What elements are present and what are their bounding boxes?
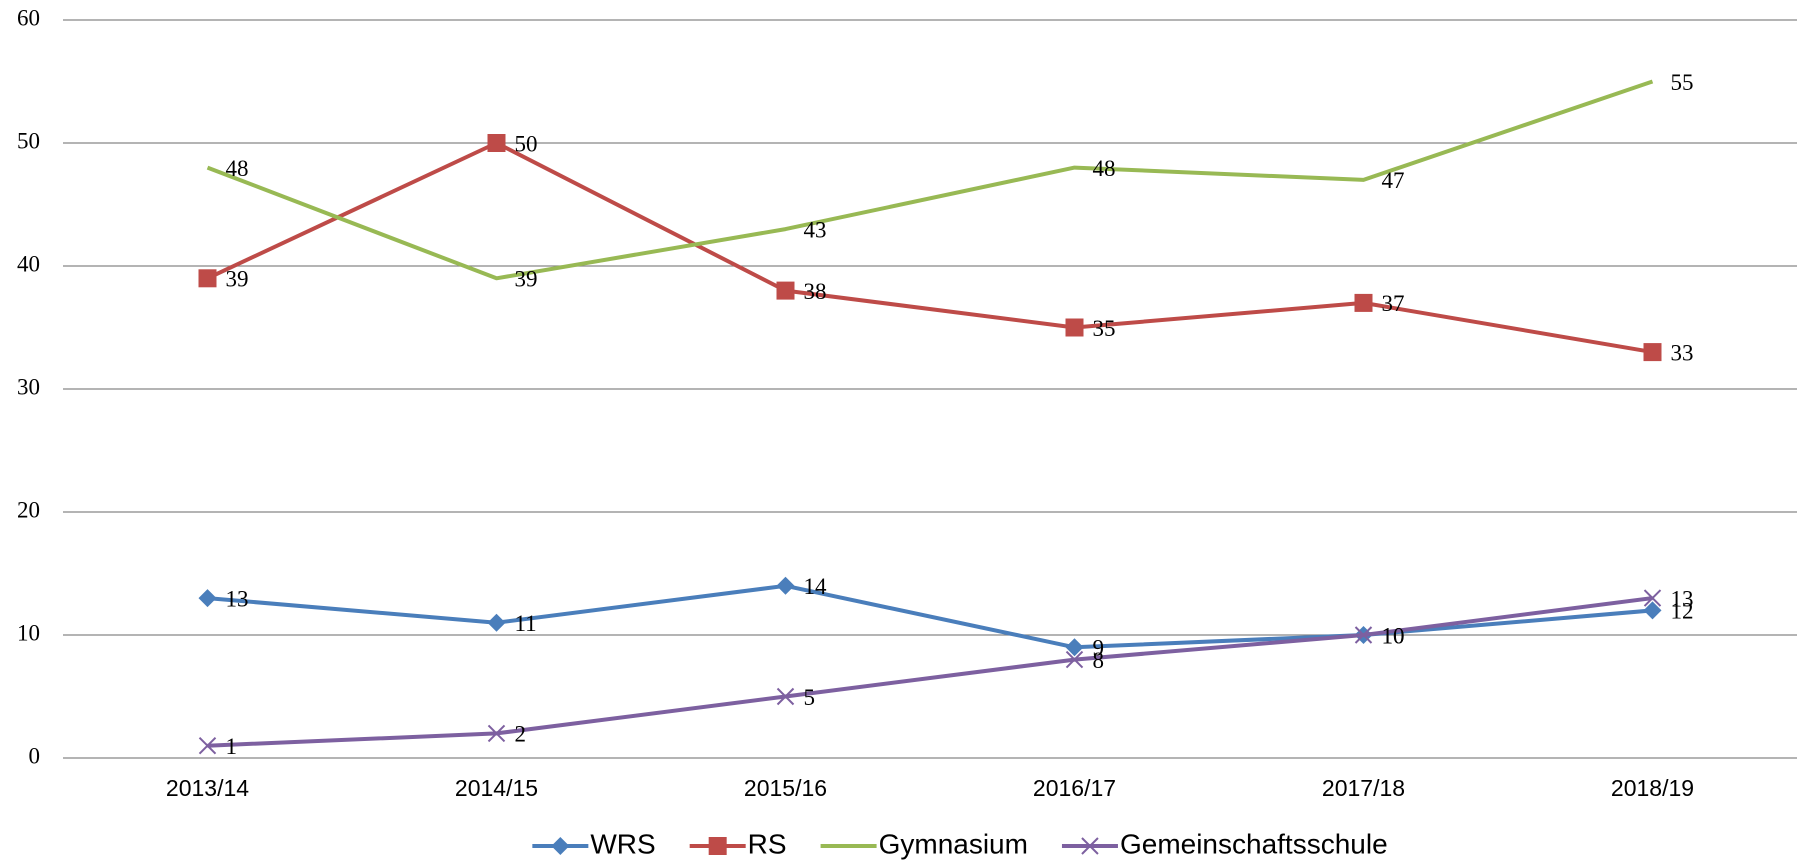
- y-tick-label: 0: [29, 743, 41, 768]
- data-label: 1: [226, 734, 238, 759]
- x-tick-label: 2014/15: [455, 775, 538, 801]
- data-label: 39: [515, 267, 538, 292]
- x-tick-label: 2017/18: [1322, 775, 1405, 801]
- x-tick-label: 2016/17: [1033, 775, 1116, 801]
- marker: [1354, 293, 1373, 312]
- marker: [1065, 650, 1084, 669]
- marker: [776, 687, 795, 706]
- legend-label: Gemeinschaftsschule: [1120, 828, 1388, 859]
- marker: [198, 736, 217, 755]
- legend-marker: [708, 837, 727, 855]
- data-label: 9: [1093, 636, 1105, 661]
- data-label: 50: [515, 131, 538, 156]
- x-tick-label: 2013/14: [166, 775, 249, 801]
- series: 13 11 14 9 10 12: [198, 574, 1694, 661]
- marker: [1065, 318, 1084, 337]
- series: 39 50 38 35 37 33: [198, 131, 1694, 365]
- legend-label: WRS: [590, 828, 655, 859]
- line: [207, 596, 1653, 748]
- y-tick-label: 30: [17, 374, 40, 399]
- marker: [487, 724, 506, 743]
- line: [206, 141, 1653, 355]
- data-label: 47: [1382, 168, 1405, 193]
- x-tick-label: 2018/19: [1611, 775, 1694, 801]
- marker: [1643, 343, 1662, 362]
- data-label: 14: [804, 574, 828, 599]
- data-label: 11: [515, 611, 537, 636]
- data-label: 43: [804, 217, 827, 242]
- legend-marker: [1081, 837, 1099, 855]
- data-label: 12: [1671, 599, 1694, 624]
- data-label: 10: [1382, 623, 1405, 648]
- line: [207, 583, 1653, 650]
- legend-marker: [551, 837, 570, 855]
- marker: [1354, 626, 1373, 644]
- marker: [487, 134, 506, 152]
- marker: [198, 269, 217, 288]
- marker: [776, 576, 795, 595]
- data-label: 39: [226, 267, 249, 292]
- data-label: 2: [515, 722, 527, 747]
- y-tick-label: 20: [17, 497, 40, 522]
- data-label: 35: [1093, 316, 1116, 341]
- y-tick-label: 40: [17, 251, 40, 276]
- data-label: 5: [804, 685, 816, 710]
- data-label: 48: [226, 156, 249, 181]
- y-tick-label: 60: [17, 5, 40, 30]
- x-tick-label: 2015/16: [744, 775, 827, 801]
- line: [206, 79, 1654, 281]
- marker: [776, 281, 795, 300]
- data-label: 13: [226, 586, 249, 611]
- legend-label: Gymnasium: [879, 828, 1028, 859]
- marker: [487, 613, 506, 632]
- data-label: 8: [1093, 648, 1105, 673]
- legend: WRS RS Gymnasium Gemeinschaftsschule: [532, 828, 1388, 859]
- marker: [198, 589, 217, 608]
- y-tick-label: 50: [17, 128, 40, 153]
- data-label: 48: [1093, 156, 1116, 181]
- data-label: 55: [1671, 70, 1694, 95]
- legend-label: RS: [748, 828, 787, 859]
- data-label: 33: [1671, 340, 1694, 365]
- marker: [1643, 589, 1662, 607]
- series: 48 39 43 48 47 55: [206, 70, 1694, 292]
- data-label: 38: [804, 279, 827, 304]
- marker: [1643, 601, 1662, 620]
- marker: [1065, 638, 1084, 657]
- data-label: 13: [1671, 586, 1694, 611]
- data-label: 37: [1382, 291, 1405, 316]
- y-tick-label: 10: [17, 620, 40, 645]
